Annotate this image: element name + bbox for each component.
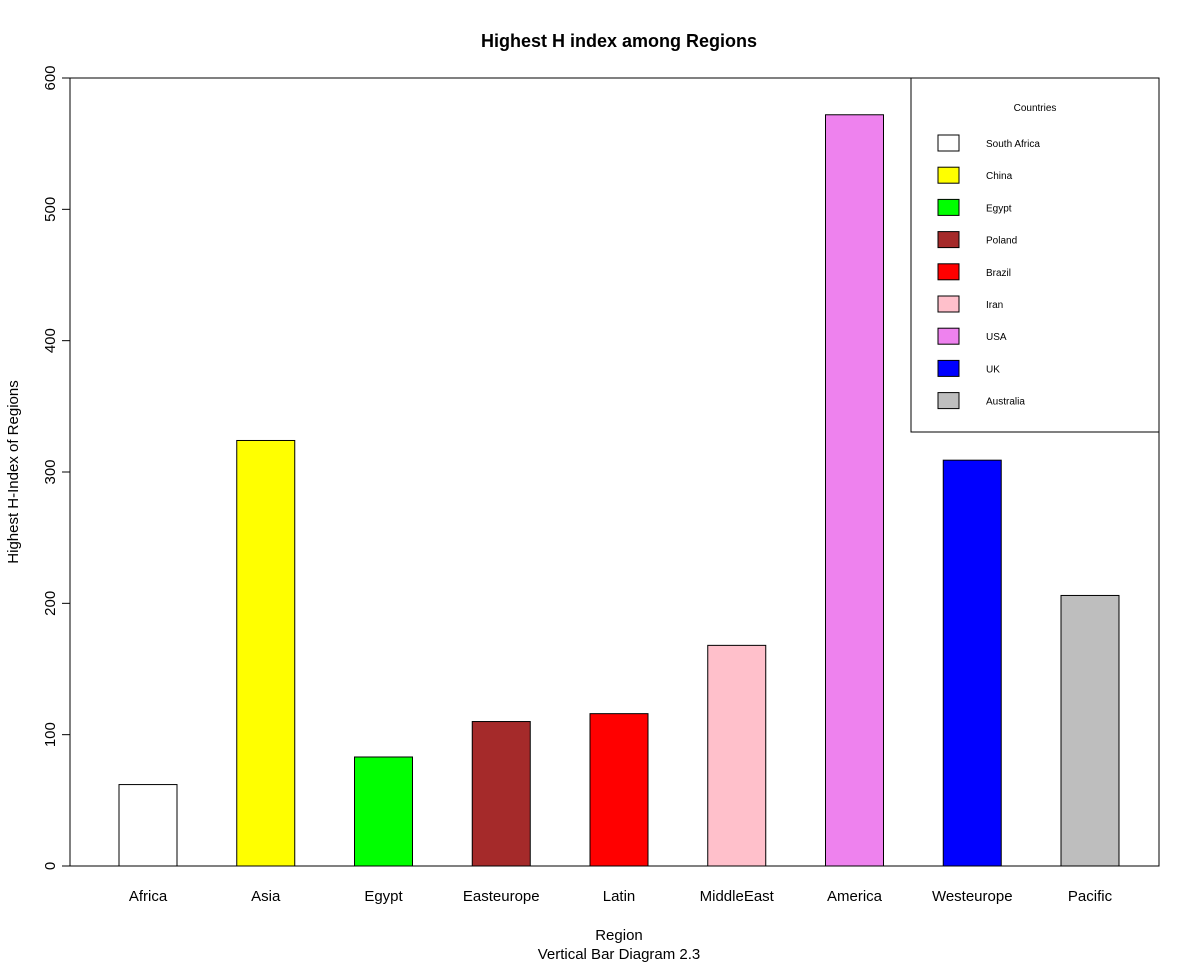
legend-box	[910, 77, 1160, 433]
legend-label: China	[986, 171, 1013, 182]
x-tick-labels: Africa Asia Egypt Easteurope Latin MiddleEast…	[129, 888, 1113, 905]
legend-swatch	[937, 263, 960, 281]
bar-pacific	[1060, 594, 1120, 867]
bar-asia	[236, 439, 296, 867]
x-tick-label: Easteurope	[463, 888, 540, 905]
x-tick-label: Pacific	[1068, 888, 1113, 905]
y-tick-label: 500	[42, 197, 59, 222]
y-tick-label: 600	[42, 65, 59, 90]
legend-swatch	[937, 166, 960, 184]
x-axis-sub-label: Vertical Bar Diagram 2.3	[538, 946, 701, 963]
legend-label: USA	[986, 332, 1007, 343]
y-tick-label: 100	[42, 722, 59, 747]
legend-swatch	[937, 327, 960, 345]
bar-latin	[589, 713, 649, 867]
bar-westeurope	[942, 459, 1002, 867]
legend-items: South Africa China Egypt Poland Brazil Iran US…	[937, 134, 1040, 410]
legend-label: South Africa	[986, 139, 1040, 150]
bar-africa	[118, 784, 178, 867]
x-tick-label: MiddleEast	[700, 888, 775, 905]
x-tick-label: Africa	[129, 888, 168, 905]
legend-title: Countries	[1014, 103, 1057, 114]
bar-america	[825, 114, 884, 867]
legend: Countries South Africa China Egypt Poland Br…	[910, 77, 1160, 433]
y-tick-label: 200	[42, 591, 59, 616]
chart-title: Highest H index among Regions	[481, 31, 757, 51]
bar-easteurope	[471, 721, 531, 867]
legend-swatch	[937, 231, 960, 249]
x-tick-label: Asia	[251, 888, 281, 905]
y-tick-label: 400	[42, 328, 59, 353]
x-tick-label: Egypt	[364, 888, 403, 905]
x-tick-label: America	[827, 888, 883, 905]
y-tick-label: 300	[42, 459, 59, 484]
bars	[118, 114, 1120, 867]
x-axis-label: Region	[595, 927, 643, 944]
legend-label: Egypt	[986, 203, 1012, 214]
y-tick-label: 0	[42, 862, 59, 870]
legend-label: Poland	[986, 236, 1017, 247]
legend-swatch	[937, 134, 960, 152]
bar-middleeast	[707, 644, 767, 867]
y-axis-label: Highest H-Index of Regions	[5, 380, 22, 563]
legend-label: UK	[986, 364, 1000, 375]
x-tick-label: Latin	[603, 888, 636, 905]
legend-swatch	[937, 295, 960, 313]
bar-egypt	[354, 756, 413, 867]
legend-label: Iran	[986, 300, 1003, 311]
legend-swatch	[937, 392, 960, 410]
legend-label: Australia	[986, 397, 1025, 408]
y-axis: 0 100 200 300 400 500 600	[42, 65, 71, 870]
legend-swatch	[937, 359, 960, 377]
legend-label: Brazil	[986, 268, 1011, 279]
x-tick-label: Westeurope	[932, 888, 1013, 905]
legend-swatch	[937, 198, 960, 216]
